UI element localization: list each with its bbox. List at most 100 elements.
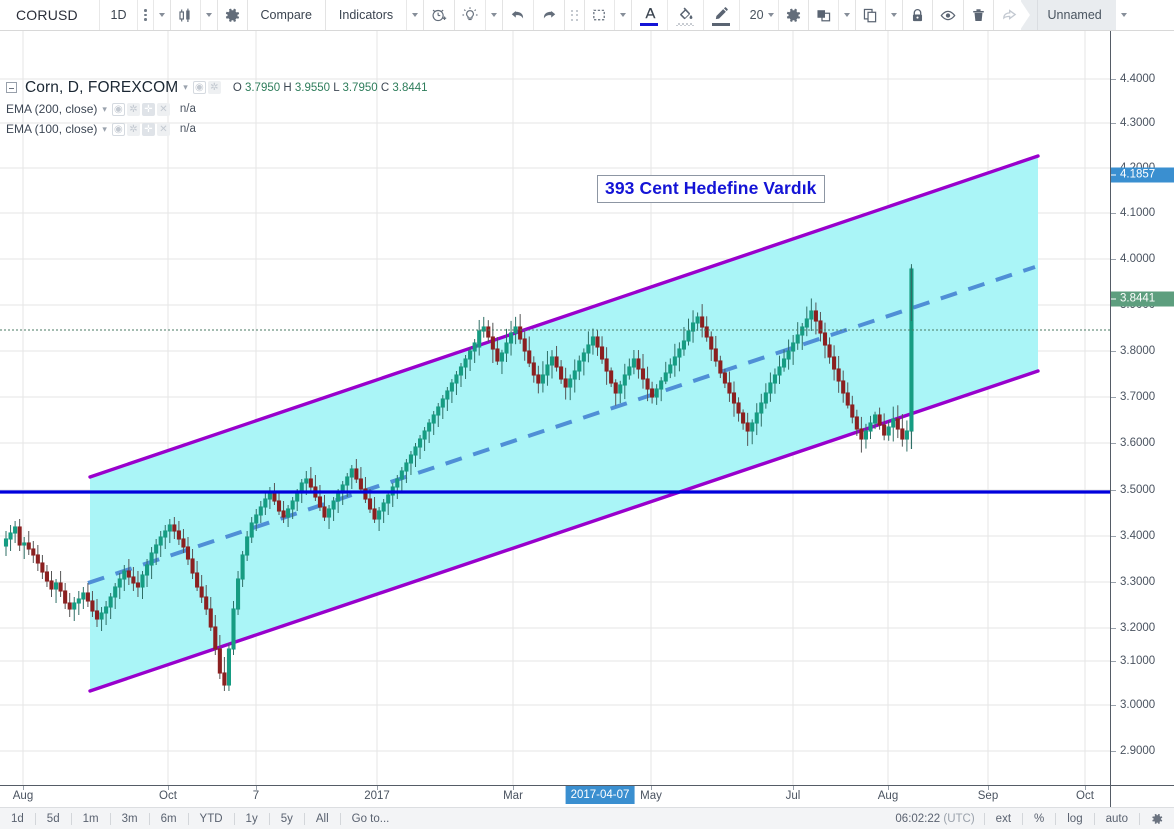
current-price-badge[interactable]: 4.1857 [1111, 167, 1174, 183]
study-remove-close-icon[interactable]: ✕ [156, 122, 170, 136]
candle-body [26, 542, 31, 550]
range-button-1y[interactable]: 1y [245, 812, 258, 825]
candle-body [704, 326, 709, 338]
send-to-back-icon[interactable] [808, 0, 839, 30]
candle-body [718, 360, 723, 374]
legend-symbol-title[interactable]: Corn, D, FOREXCOM [25, 78, 179, 96]
clone-chevron-down-icon[interactable] [885, 0, 902, 30]
study-remove-close-icon[interactable]: ✕ [156, 102, 170, 116]
price-tick [1111, 705, 1116, 706]
legend-settings-gear-icon[interactable]: ✲ [207, 81, 221, 94]
candle-body [527, 350, 532, 364]
time-axis[interactable]: Aug Oct 7 2017 Mar May Jul Aug Sep Oct 2017-04-07 [0, 785, 1110, 807]
toggle-ext[interactable]: ext [995, 812, 1012, 825]
drawing-settings-gear-icon[interactable] [778, 0, 808, 30]
candle-body [236, 578, 241, 610]
candle-body [877, 414, 882, 426]
study-visibility-eye-icon[interactable]: ◉ [111, 102, 125, 116]
candle-body [745, 422, 750, 432]
clone-drawing-icon[interactable] [855, 0, 886, 30]
goto-button[interactable]: Go to... [351, 812, 390, 825]
drawing-template-chevron-down-icon[interactable] [614, 0, 631, 30]
time-tick [168, 786, 169, 790]
candle-body [149, 552, 154, 566]
layout-name-tab[interactable]: Unnamed [1036, 0, 1116, 30]
study-visibility-eye-icon[interactable]: ◉ [111, 122, 125, 136]
alert-group [424, 0, 456, 30]
symbol-search-input[interactable]: CORUSD [0, 0, 100, 30]
range-button-ytd[interactable]: YTD [199, 812, 223, 825]
candle-body [49, 580, 54, 590]
range-button-5d[interactable]: 5d [46, 812, 60, 825]
text-annotation[interactable]: 393 Cent Hedefine Vardık [597, 175, 825, 203]
indicators-button[interactable]: Indicators [325, 0, 408, 30]
legend-visibility-eye-icon[interactable]: ◉ [192, 81, 206, 94]
range-button-5y[interactable]: 5y [280, 812, 293, 825]
toolbar-drag-handle-icon[interactable] [565, 0, 584, 30]
time-tick-label: Oct [159, 790, 177, 802]
candle-body [868, 422, 873, 432]
toggle-log[interactable]: log [1067, 812, 1083, 825]
candle-body [904, 430, 909, 440]
candlestick-style-icon[interactable] [170, 0, 201, 30]
range-button-6m[interactable]: 6m [160, 812, 177, 825]
toggle-auto[interactable]: auto [1105, 812, 1128, 825]
study-add-icon[interactable]: ✛ [141, 122, 155, 136]
lock-drawing-icon[interactable] [902, 0, 932, 30]
redo-arrow-icon[interactable] [534, 0, 565, 30]
compare-button[interactable]: Compare [247, 0, 325, 30]
study-settings-gear-icon[interactable]: ✲ [126, 102, 140, 116]
text-color-A-icon[interactable] [631, 0, 668, 30]
indicators-chevron-down-icon[interactable] [407, 0, 424, 30]
candle-body [572, 370, 577, 380]
drawing-template-icon[interactable] [584, 0, 615, 30]
background-fill-bucket-icon[interactable] [667, 0, 704, 30]
chart-properties-gear-icon[interactable] [217, 0, 247, 30]
candle-body [499, 352, 505, 362]
hide-drawing-eye-icon[interactable] [932, 0, 963, 30]
line-color-pencil-icon[interactable] [703, 0, 740, 30]
crosshair-date-badge[interactable]: 2017-04-07 [565, 786, 635, 804]
add-alert-icon[interactable] [424, 0, 455, 30]
candle-body [163, 530, 168, 538]
ideas-lightbulb-icon[interactable] [455, 0, 487, 30]
study-chevron-down-icon[interactable]: ▾ [102, 123, 107, 134]
range-button-1m[interactable]: 1m [82, 812, 99, 825]
range-button-3m[interactable]: 3m [121, 812, 138, 825]
interval-chevron-down-icon[interactable] [153, 0, 170, 30]
legend-chevron-down-icon[interactable]: ▾ [183, 82, 188, 92]
chart-canvas[interactable]: Corn, D, FOREXCOM ▾ ◉ ✲ O 3.7950 H 3.955… [0, 31, 1110, 785]
chart-settings-gear-icon[interactable] [1140, 812, 1174, 826]
toggle-percent[interactable]: % [1034, 812, 1045, 825]
candle-body [563, 378, 568, 388]
interval-button[interactable]: 1D [100, 0, 138, 30]
remove-drawing-trash-icon[interactable] [963, 0, 993, 30]
font-size-button[interactable]: 20 [739, 0, 779, 30]
layout-chevron-down-icon[interactable] [1115, 0, 1132, 30]
study-name[interactable]: EMA (100, close) [6, 122, 98, 136]
close-price-badge[interactable]: 3.8441 [1111, 291, 1174, 307]
range-button-1d[interactable]: 1d [11, 812, 24, 825]
undo-arrow-icon[interactable] [503, 0, 535, 30]
save-layout-icon[interactable] [993, 0, 1021, 30]
study-settings-gear-icon[interactable]: ✲ [126, 122, 140, 136]
collapse-legend-icon[interactable] [6, 82, 17, 93]
candle-body [800, 326, 805, 336]
candle-body [67, 602, 72, 610]
study-value: n/a [179, 103, 196, 115]
candle-body [636, 358, 641, 370]
study-add-icon[interactable]: ✛ [141, 102, 155, 116]
chart-style-chevron-down-icon[interactable] [200, 0, 217, 30]
arrange-chevron-down-icon[interactable] [838, 0, 855, 30]
divider [303, 812, 305, 825]
candle-body [686, 330, 691, 342]
more-vertical-icon[interactable] [138, 0, 154, 30]
divider [70, 812, 72, 825]
price-axis[interactable]: 4.40004.30004.20004.10004.00003.90003.80… [1110, 31, 1174, 802]
study-name[interactable]: EMA (200, close) [6, 102, 98, 116]
candle-body [777, 366, 782, 376]
study-chevron-down-icon[interactable]: ▾ [102, 103, 107, 114]
range-button-all[interactable]: All [315, 812, 329, 825]
ideas-chevron-down-icon[interactable] [486, 0, 503, 30]
font-size-chevron-down-icon[interactable] [767, 13, 774, 17]
